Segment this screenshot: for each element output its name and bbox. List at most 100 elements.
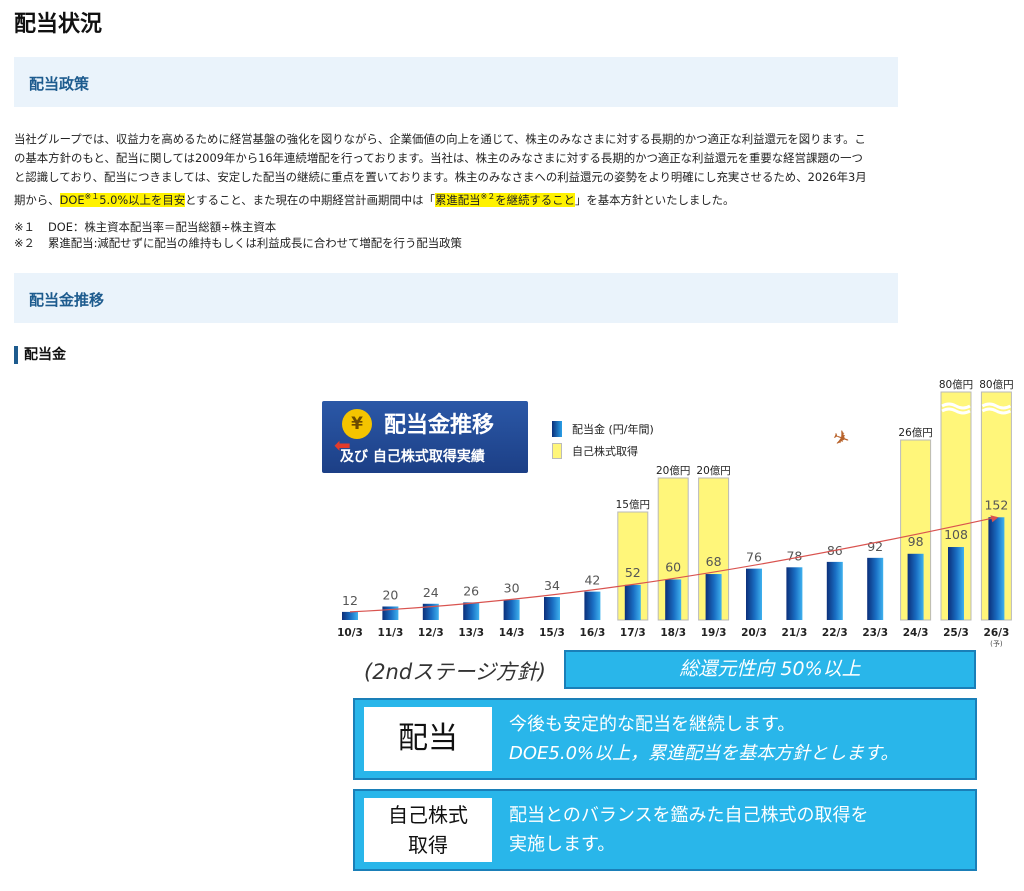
buyback-label-line-1: 自己株式 — [388, 803, 468, 827]
legend-swatch-buyback — [552, 443, 562, 459]
policy-text: 当社グループでは、収益力を高めるために経営基盤の強化を図りながら、企業価値の向上… — [14, 130, 898, 210]
buyback-label: 26億円 — [898, 426, 932, 439]
policy-line-2: の基本方針のもと、配当に関しては2009年から16年連続増配を行っております。当… — [14, 151, 863, 165]
buyback-label: 自己株式 取得 — [364, 798, 492, 862]
footnote-2-text: 累進配当:減配せずに配当の維持もしくは利益成長に合わせて増配を行う配当政策 — [48, 236, 462, 250]
buyback-label: 80億円 — [939, 378, 973, 391]
dividend-bar — [463, 602, 480, 620]
x-tick-label: 19/3 — [701, 627, 727, 639]
buyback-text-line-1: 配当とのバランスを鑑みた自己株式の取得を — [509, 805, 869, 826]
footnote-1-key: ※１ — [14, 220, 35, 234]
dividend-value-label: 68 — [706, 554, 722, 569]
x-tick-label: 13/3 — [458, 627, 484, 639]
dividend-bar — [665, 579, 682, 620]
dividend-bar — [503, 599, 520, 620]
policy-line-4b: とすること、また現在の中期経営計画期間中は「 — [185, 192, 435, 207]
buyback-policy-box: 自己株式 取得 配当とのバランスを鑑みた自己株式の取得を 実施します。 — [353, 789, 977, 871]
x-tick-label: 24/3 — [903, 627, 929, 639]
x-tick-label: 23/3 — [862, 627, 888, 639]
dividend-value-label: 152 — [984, 497, 1008, 512]
footnotes: ※１ DOE：株主資本配当率＝配当総額÷株主資本 ※２ 累進配当:減配せずに配当の維… — [14, 219, 462, 251]
section-trend-header: 配当金推移 — [14, 273, 898, 323]
buyback-text-line-2: 実施します。 — [509, 834, 616, 855]
dividend-bar — [948, 547, 964, 620]
x-tick-label: 21/3 — [782, 627, 808, 639]
trend-arrowhead — [990, 515, 999, 523]
x-tick-label: 15/3 — [539, 627, 565, 639]
return-arrow-icon: ⬅ — [334, 433, 351, 457]
dividend-value-label: 76 — [746, 550, 762, 565]
x-tick-label: 17/3 — [620, 627, 646, 639]
buyback-label: 15億円 — [616, 498, 650, 511]
policy-line-4: 期から、DOE※１5.0%以上を目安とすること、また現在の中期経営計画期間中は「… — [14, 187, 898, 210]
buyback-label-line-2: 取得 — [408, 833, 448, 857]
x-tick-label: 11/3 — [378, 627, 404, 639]
highlight-progressive: 累進配当※２を継続すること — [434, 192, 575, 207]
dividend-value-label: 20 — [382, 587, 398, 602]
highlight-progressive-a: 累進配当 — [434, 192, 481, 207]
dividend-bar — [867, 557, 884, 620]
note-ref-2: ※２ — [480, 192, 496, 201]
axis-break-mark — [941, 402, 971, 410]
buyback-label: 80億円 — [979, 378, 1013, 391]
x-tick-label: 25/3 — [943, 627, 969, 639]
axis-break-mark — [981, 407, 1012, 415]
legend-item-buyback: 自己株式取得 — [552, 440, 654, 462]
axis-break-mark — [941, 407, 971, 415]
forecast-note: (予) — [990, 640, 1003, 648]
dividend-bar — [786, 567, 803, 620]
dividend-text: 今後も安定的な配当を継続します。 DOE5.0%以上，累進配当を基本方針とします… — [509, 710, 898, 768]
dividend-bar — [907, 553, 924, 620]
dividend-chart: 12 10/3 20 11/3 24 12/3 26 13/3 30 14/3 34 15/3 42 16… — [337, 378, 1013, 648]
chart-logo: ¥ ⬅ 配当金推移 及び 自己株式取得実績 — [322, 401, 528, 473]
policy-line-4c: 」を基本方針といたしました。 — [574, 192, 735, 207]
chart-title: 配当金推移 — [384, 413, 495, 438]
dividend-value-label: 12 — [342, 593, 358, 608]
dividend-bar — [746, 568, 762, 620]
sub-heading-dividend: 配当金 — [14, 346, 66, 364]
dividend-bar — [544, 597, 560, 620]
dividend-value-label: 30 — [504, 581, 520, 596]
stage-label: (2ndステージ方針) — [364, 660, 546, 684]
dividend-value-label: 60 — [665, 559, 681, 574]
dividend-bar — [988, 517, 1005, 620]
footnote-2: ※２ 累進配当:減配せずに配当の維持もしくは利益成長に合わせて増配を行う配当政策 — [14, 235, 462, 251]
x-tick-label: 18/3 — [660, 627, 686, 639]
x-tick-label: 12/3 — [418, 627, 444, 639]
dividend-bar — [584, 591, 601, 620]
x-tick-label: 26/3 — [984, 627, 1010, 639]
yen-coin-icon: ¥ — [342, 409, 372, 439]
x-tick-label: 16/3 — [580, 627, 606, 639]
policy-line-1: 当社グループでは、収益力を高めるために経営基盤の強化を図りながら、企業価値の向上… — [14, 132, 866, 146]
dividend-value-label: 98 — [908, 534, 924, 549]
footnote-2-key: ※２ — [14, 236, 35, 250]
section-trend-title: 配当金推移 — [29, 291, 105, 309]
legend-label-dividend: 配当金 (円/年間) — [572, 423, 654, 436]
dividend-value-label: 78 — [786, 548, 802, 563]
policy-line-3: と認識しており、配当につきましては、安定した配当の継続に重点を置いております。株… — [14, 170, 867, 184]
buyback-label: 20億円 — [696, 464, 730, 477]
dividend-bar — [624, 584, 641, 620]
section-policy-header: 配当政策 — [14, 57, 898, 107]
dividend-text-line-2: DOE5.0%以上，累進配当を基本方針とします。 — [509, 743, 899, 764]
footnote-1: ※１ DOE：株主資本配当率＝配当総額÷株主資本 — [14, 219, 462, 235]
dividend-value-label: 52 — [625, 565, 641, 580]
dividend-bar — [382, 606, 399, 620]
note-ref-1: ※１ — [84, 192, 100, 201]
x-tick-label: 14/3 — [499, 627, 525, 639]
dividend-value-label: 34 — [544, 578, 560, 593]
dividend-text-line-1: 今後も安定的な配当を継続します。 — [509, 714, 796, 735]
footnote-1-text: DOE：株主資本配当率＝配当総額÷株主資本 — [48, 220, 277, 234]
legend-swatch-dividend — [552, 421, 562, 437]
highlight-doe: DOE※１5.0%以上を目安 — [59, 192, 186, 207]
dividend-bar — [342, 611, 358, 620]
dividend-bar — [422, 603, 439, 620]
dividend-label: 配当 — [364, 707, 492, 771]
dividend-value-label: 26 — [463, 583, 479, 598]
x-tick-label: 20/3 — [741, 627, 767, 639]
axis-break-mark — [981, 402, 1012, 410]
buyback-label: 20億円 — [656, 464, 690, 477]
dividend-bar — [705, 574, 722, 620]
dividend-bar — [826, 561, 843, 620]
highlight-progressive-b: を継続すること — [495, 192, 575, 207]
